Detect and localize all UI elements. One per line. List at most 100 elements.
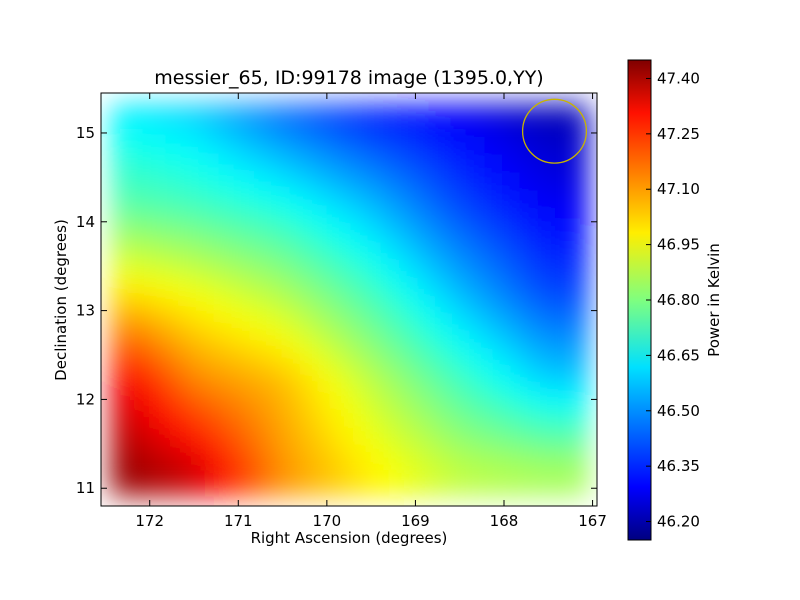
heatmap-cell (481, 335, 501, 355)
heatmap-cell (109, 192, 129, 212)
heatmap-cell (499, 441, 519, 461)
heatmap-cell (411, 352, 430, 372)
heatmap-cell (552, 388, 572, 408)
heatmap-cell (304, 121, 324, 141)
heatmap-cell (481, 103, 501, 123)
heatmap-cell (517, 424, 537, 444)
heatmap-cell (269, 121, 289, 141)
heatmap-cell (198, 121, 218, 141)
heatmap-cell (393, 335, 413, 355)
heatmap-cell (464, 192, 483, 212)
heatmap-cell (304, 477, 324, 497)
heatmap-cell (180, 103, 200, 123)
heatmap-cell (322, 335, 342, 355)
heatmap-cell (287, 103, 306, 123)
heatmap-cell (251, 210, 271, 230)
heatmap-cell (375, 139, 395, 159)
heatmap-cell (269, 352, 289, 372)
heatmap-cell (287, 192, 306, 212)
heatmap-cell (216, 441, 235, 461)
heatmap-cell (464, 441, 483, 461)
heatmap-cell (269, 139, 289, 159)
heatmap-cell (357, 228, 377, 248)
heatmap-cell (446, 335, 466, 355)
heatmap-cell (340, 174, 359, 194)
heatmap-cell (180, 477, 200, 497)
heatmap-cell (428, 103, 448, 123)
heatmap-cell (269, 477, 289, 497)
heatmap-cell (340, 370, 359, 390)
heatmap-cell (180, 174, 200, 194)
heatmap-cell (481, 299, 501, 319)
heatmap-cell (375, 424, 395, 444)
heatmap-cell (216, 424, 235, 444)
heatmap-cell (446, 317, 466, 337)
heatmap-cell (198, 406, 218, 426)
heatmap-cell (375, 441, 395, 461)
heatmap-cell (357, 121, 377, 141)
heatmap-cell (322, 459, 342, 479)
heatmap-cell (269, 459, 289, 479)
heatmap-cell (499, 406, 519, 426)
heatmap-cell (340, 228, 359, 248)
x-tick-label: 170 (313, 512, 342, 530)
heatmap-cell (216, 317, 235, 337)
heatmap-cell (535, 370, 554, 390)
heatmap-cell (180, 263, 200, 283)
colorbar-tick-label: 47.10 (657, 180, 700, 198)
heatmap-cell (216, 406, 235, 426)
heatmap-cell (464, 157, 483, 177)
heatmap-cell (411, 477, 430, 497)
heatmap-cell (446, 121, 466, 141)
heatmap-cell (269, 246, 289, 266)
heatmap-cell (180, 139, 200, 159)
heatmap-cell (411, 317, 430, 337)
heatmap-cell (145, 210, 165, 230)
heatmap-cell (198, 139, 218, 159)
heatmap-cell (446, 388, 466, 408)
heatmap-cell (251, 477, 271, 497)
heatmap-cell (393, 174, 413, 194)
heatmap-cell (481, 192, 501, 212)
x-axis-label: Right Ascension (degrees) (251, 529, 448, 547)
heatmap-cell (552, 174, 572, 194)
heatmap-cell (269, 424, 289, 444)
heatmap-cell (535, 388, 554, 408)
heatmap-cell (287, 441, 306, 461)
heatmap-cell (570, 281, 590, 301)
heatmap-cell (499, 281, 519, 301)
heatmap-cell (375, 317, 395, 337)
heatmap-cell (322, 246, 342, 266)
heatmap-cell (535, 299, 554, 319)
heatmap-cell (428, 281, 448, 301)
heatmap-cell (145, 281, 165, 301)
heatmap-cell (535, 459, 554, 479)
y-tick-label: 14 (76, 213, 95, 231)
heatmap-cell (357, 246, 377, 266)
heatmap-cell (180, 441, 200, 461)
heatmap-cell (499, 157, 519, 177)
heatmap-cell (446, 103, 466, 123)
heatmap-cell (535, 228, 554, 248)
heatmap-cell (411, 424, 430, 444)
heatmap-cell (535, 263, 554, 283)
heatmap-cell (464, 281, 483, 301)
heatmap-cell (145, 121, 165, 141)
heatmap-cell (198, 263, 218, 283)
heatmap-cell (127, 121, 147, 141)
heatmap-cell (535, 424, 554, 444)
heatmap-cell (393, 317, 413, 337)
heatmap-cell (216, 370, 235, 390)
heatmap-cell (340, 263, 359, 283)
heatmap-cell (552, 210, 572, 230)
heatmap-cell (304, 210, 324, 230)
heatmap-cell (287, 121, 306, 141)
heatmap-cell (393, 157, 413, 177)
heatmap-cell (127, 317, 147, 337)
heatmap-cell (517, 335, 537, 355)
heatmap-cell (552, 299, 572, 319)
heatmap-cell (340, 299, 359, 319)
heatmap-cell (216, 477, 235, 497)
heatmap-cell (163, 139, 182, 159)
heatmap-cell (517, 192, 537, 212)
